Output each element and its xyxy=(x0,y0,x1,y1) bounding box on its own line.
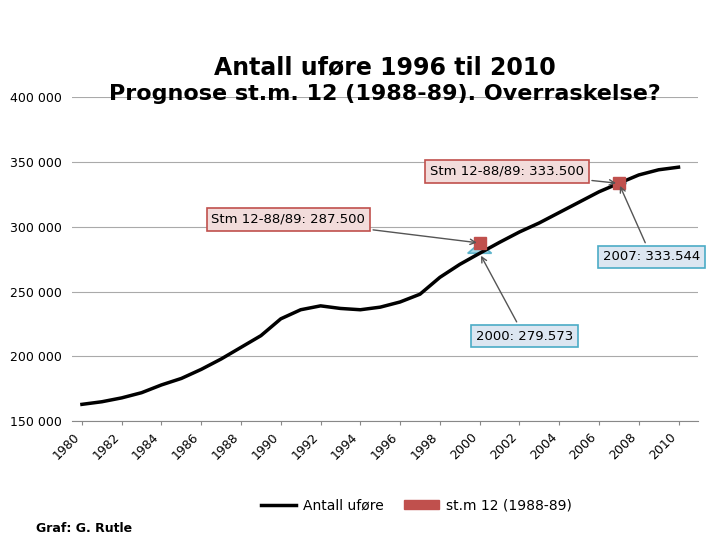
Text: Stm 12-88/89: 333.500: Stm 12-88/89: 333.500 xyxy=(430,165,615,185)
Polygon shape xyxy=(468,243,492,253)
Text: Graf: G. Rutle: Graf: G. Rutle xyxy=(36,522,132,535)
Text: 2000: 279.573: 2000: 279.573 xyxy=(476,257,573,342)
Text: 2007: 333.544: 2007: 333.544 xyxy=(603,187,700,264)
Text: Prognose st.m. 12 (1988-89). Overraskelse?: Prognose st.m. 12 (1988-89). Overraskels… xyxy=(109,84,661,104)
Text: Stm 12-88/89: 287.500: Stm 12-88/89: 287.500 xyxy=(211,213,475,245)
Legend: Antall uføre, st.m 12 (1988-89): Antall uføre, st.m 12 (1988-89) xyxy=(256,493,577,518)
Text: Antall uføre 1996 til 2010: Antall uføre 1996 til 2010 xyxy=(215,55,556,79)
